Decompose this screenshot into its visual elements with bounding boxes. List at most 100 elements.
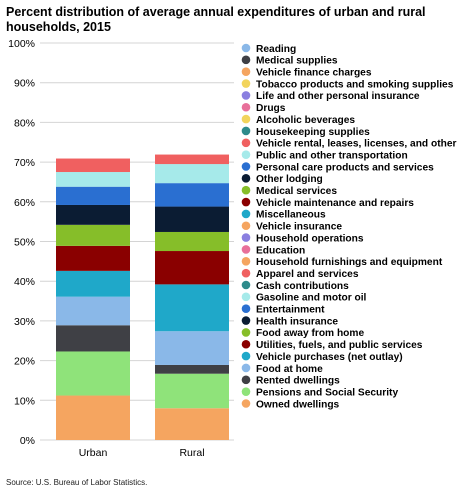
legend-swatch: [241, 102, 251, 112]
legend-swatch: [241, 399, 251, 408]
legend-label: Food at home: [256, 364, 323, 375]
legend-label: Other lodging: [256, 174, 323, 185]
x-tick-label: Rural: [179, 447, 204, 459]
legend-label: Household furnishings and equipment: [256, 257, 443, 268]
bar-segment: [155, 251, 229, 285]
bar-segment: [56, 296, 130, 326]
bar-segment: [155, 364, 229, 374]
legend-label: Apparel and services: [256, 269, 359, 280]
legend-label: Entertainment: [256, 305, 325, 316]
legend-swatch: [241, 91, 251, 100]
bar-segment: [155, 231, 229, 252]
legend-label: Cash contributions: [256, 281, 349, 292]
y-tick-label: 80%: [14, 117, 35, 129]
legend-swatch: [241, 197, 251, 207]
bar-segment: [155, 373, 229, 409]
bar-segment: [56, 204, 130, 225]
legend-label: Gasoline and motor oil: [256, 293, 367, 304]
legend-label: Vehicle finance charges: [256, 68, 372, 79]
legend-swatch: [241, 387, 251, 396]
x-axis-ticks: Urban Rural: [79, 447, 205, 459]
legend-swatch: [241, 174, 251, 183]
legend-swatch: [241, 268, 251, 278]
legend-label: Alcoholic beverages: [256, 115, 355, 126]
y-tick-label: 30%: [14, 316, 35, 328]
bar-segment: [56, 158, 130, 173]
legend-swatch: [241, 209, 251, 219]
y-axis-ticks: 0% 10% 20% 30% 40% 50% 60% 70% 80% 90% 100%: [8, 38, 35, 447]
legend-label: Life and other personal insurance: [256, 91, 420, 102]
y-tick-label: 90%: [14, 78, 35, 90]
legend-swatch: [241, 162, 251, 171]
legend-swatch: [241, 363, 251, 373]
legend-label: Personal care products and services: [256, 162, 434, 173]
y-tick-label: 100%: [8, 38, 35, 50]
bar-segment: [155, 284, 229, 332]
bar-segment: [155, 154, 229, 165]
legend-swatch: [241, 375, 251, 385]
bar-segment: [155, 164, 229, 184]
legend-label: Household operations: [256, 233, 364, 244]
legend-swatch: [241, 304, 251, 314]
y-tick-label: 50%: [14, 237, 35, 249]
legend-label: Food away from home: [256, 328, 364, 339]
y-tick-label: 70%: [14, 157, 35, 169]
legend-swatch: [241, 55, 251, 65]
legend-swatch: [241, 292, 251, 302]
legend-swatch: [241, 245, 251, 254]
bar-segment: [56, 224, 130, 246]
legend-label: Reading: [256, 44, 296, 55]
legend-swatch: [241, 138, 251, 148]
legend-swatch: [241, 280, 251, 290]
bar-segment: [56, 395, 130, 440]
legend-swatch: [241, 150, 251, 159]
legend-swatch: [241, 114, 251, 124]
legend-swatch: [241, 351, 251, 361]
legend-label: Rented dwellings: [256, 376, 340, 387]
legend-label: Vehicle maintenance and repairs: [256, 198, 414, 209]
source-note: Source: U.S. Bureau of Labor Statistics.: [6, 478, 148, 487]
legend-label: Miscellaneous: [256, 210, 326, 221]
bar-segment: [56, 186, 130, 205]
legend-label: Health insurance: [256, 316, 338, 327]
y-tick-label: 40%: [14, 276, 35, 288]
bar-segment: [56, 351, 130, 396]
legend-label: Owned dwellings: [256, 399, 340, 410]
y-tick-label: 10%: [14, 395, 35, 407]
legend-label: Education: [256, 245, 305, 256]
legend-label: Utilities, fuels, and public services: [256, 340, 423, 351]
legend-label: Pensions and Social Security: [256, 387, 398, 398]
y-tick-label: 20%: [14, 356, 35, 368]
chart-title: Percent distribution of average annual e…: [6, 5, 426, 34]
legend-swatch: [241, 67, 251, 76]
legend-label: Vehicle rental, leases, licenses, and ot…: [256, 139, 456, 150]
bar-segment: [56, 245, 130, 271]
legend-swatch: [241, 43, 251, 53]
bars: [56, 154, 229, 440]
legend-label: Vehicle purchases (net outlay): [256, 352, 403, 363]
bar-segment: [155, 331, 229, 365]
legend-swatch: [241, 316, 251, 325]
legend-swatch: [241, 79, 251, 88]
bar-segment: [56, 270, 130, 297]
legend-label: Drugs: [256, 103, 286, 114]
legend-swatch: [241, 339, 251, 349]
legend-label: Medical services: [256, 186, 337, 197]
bar-segment: [56, 172, 130, 187]
legend-label: Housekeeping supplies: [256, 127, 370, 138]
x-tick-label: Urban: [79, 447, 108, 459]
legend-swatch: [241, 126, 251, 136]
legend-label: Public and other transportation: [256, 150, 408, 161]
bar-segment: [56, 325, 130, 352]
y-tick-label: 60%: [14, 197, 35, 209]
y-tick-label: 0%: [20, 435, 35, 447]
legend-swatch: [241, 185, 251, 195]
bar-segment: [155, 183, 229, 207]
bar-segment: [155, 206, 229, 232]
legend-label: Vehicle insurance: [256, 222, 342, 233]
legend-swatch: [241, 233, 251, 242]
legend-label: Medical supplies: [256, 56, 338, 67]
legend-swatch: [241, 257, 251, 266]
